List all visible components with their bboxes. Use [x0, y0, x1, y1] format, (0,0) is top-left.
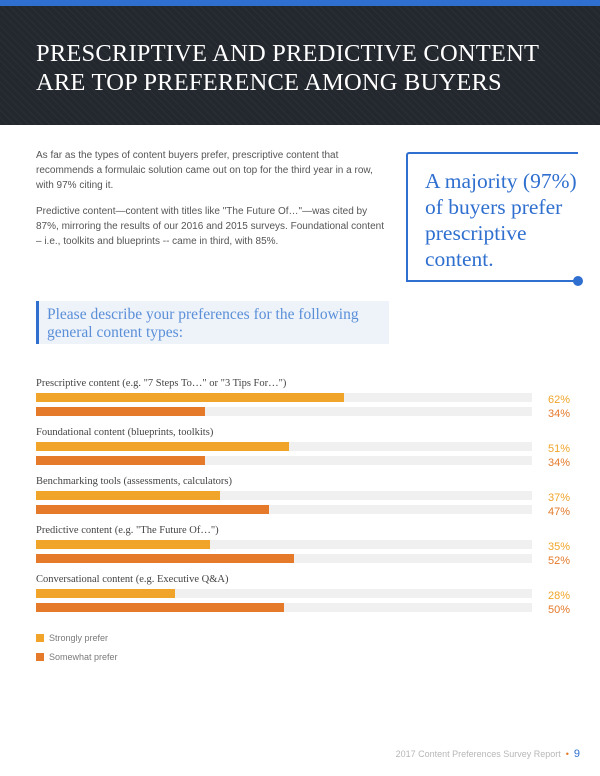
bar-value-label: 37% [547, 492, 570, 504]
intro-paragraph-2: Predictive content—content with titles l… [36, 206, 384, 247]
bar-track [36, 505, 532, 514]
bar-value-label: 52% [547, 555, 570, 567]
header-banner: PRESCRIPTIVE AND PREDICTIVE CONTENT ARE … [0, 6, 600, 125]
bar [36, 491, 220, 500]
bar-value-label: 62% [547, 394, 570, 406]
survey-question: Please describe your preferences for the… [36, 301, 389, 344]
bar-value-label: 34% [547, 408, 570, 420]
legend-item-strongly: Strongly prefer [36, 632, 118, 644]
bar [36, 407, 205, 416]
bar-value-label: 34% [547, 457, 570, 469]
bar [36, 456, 205, 465]
bar-value-label: 35% [547, 541, 570, 553]
page-title-line-2: ARE TOP PREFERENCE AMONG BUYERS [36, 69, 502, 96]
bar [36, 589, 175, 598]
survey-question-text: Please describe your preferences for the… [47, 306, 359, 341]
category-label: Benchmarking tools (assessments, calcula… [36, 476, 232, 487]
category-label: Prescriptive content (e.g. "7 Steps To…"… [36, 378, 287, 389]
preference-bar-chart: Prescriptive content (e.g. "7 Steps To…"… [0, 378, 600, 640]
category-label: Conversational content (e.g. Executive Q… [36, 574, 229, 585]
bar-track [36, 540, 532, 549]
callout-text: A majority (97%) of buyers prefer prescr… [425, 169, 577, 271]
bar-track [36, 491, 532, 500]
bar-value-label: 51% [547, 443, 570, 455]
bar [36, 442, 289, 451]
bar-track [36, 456, 532, 465]
page-number: 9 [573, 748, 580, 760]
bar-track [36, 393, 532, 402]
page-title-line-1: PRESCRIPTIVE AND PREDICTIVE CONTENT [36, 40, 540, 67]
footer-bullet-icon: • [565, 749, 569, 759]
bar [36, 540, 210, 549]
legend-label-somewhat: Somewhat prefer [49, 652, 118, 662]
chart-legend: Strongly prefer Somewhat prefer [36, 632, 118, 670]
page-title: PRESCRIPTIVE AND PREDICTIVE CONTENT ARE … [36, 39, 539, 97]
category-label: Predictive content (e.g. "The Future Of…… [36, 525, 219, 536]
bar [36, 603, 284, 612]
bar [36, 554, 294, 563]
bar-track [36, 442, 532, 451]
bar-track [36, 554, 532, 563]
callout-dot-icon [573, 276, 583, 286]
bar-value-label: 50% [547, 604, 570, 616]
callout-box: A majority (97%) of buyers prefer prescr… [406, 152, 583, 286]
bar-value-label: 28% [547, 590, 570, 602]
top-accent-strip [0, 0, 600, 6]
bar-track [36, 603, 532, 612]
bar-track [36, 407, 532, 416]
category-label: Foundational content (blueprints, toolki… [36, 427, 214, 438]
bar [36, 393, 344, 402]
legend-label-strongly: Strongly prefer [49, 633, 109, 643]
intro-text: As far as the types of content buyers pr… [36, 148, 384, 260]
bar-value-label: 47% [547, 506, 570, 518]
page-footer: 2017 Content Preferences Survey Report • 9 [396, 748, 580, 760]
legend-item-somewhat: Somewhat prefer [36, 651, 118, 663]
footer-report-title: 2017 Content Preferences Survey Report [395, 749, 561, 759]
bar [36, 505, 270, 514]
legend-swatch-strongly [36, 634, 44, 642]
bar-track [36, 589, 532, 598]
intro-paragraph-1: As far as the types of content buyers pr… [36, 150, 373, 191]
legend-swatch-somewhat [36, 653, 44, 661]
